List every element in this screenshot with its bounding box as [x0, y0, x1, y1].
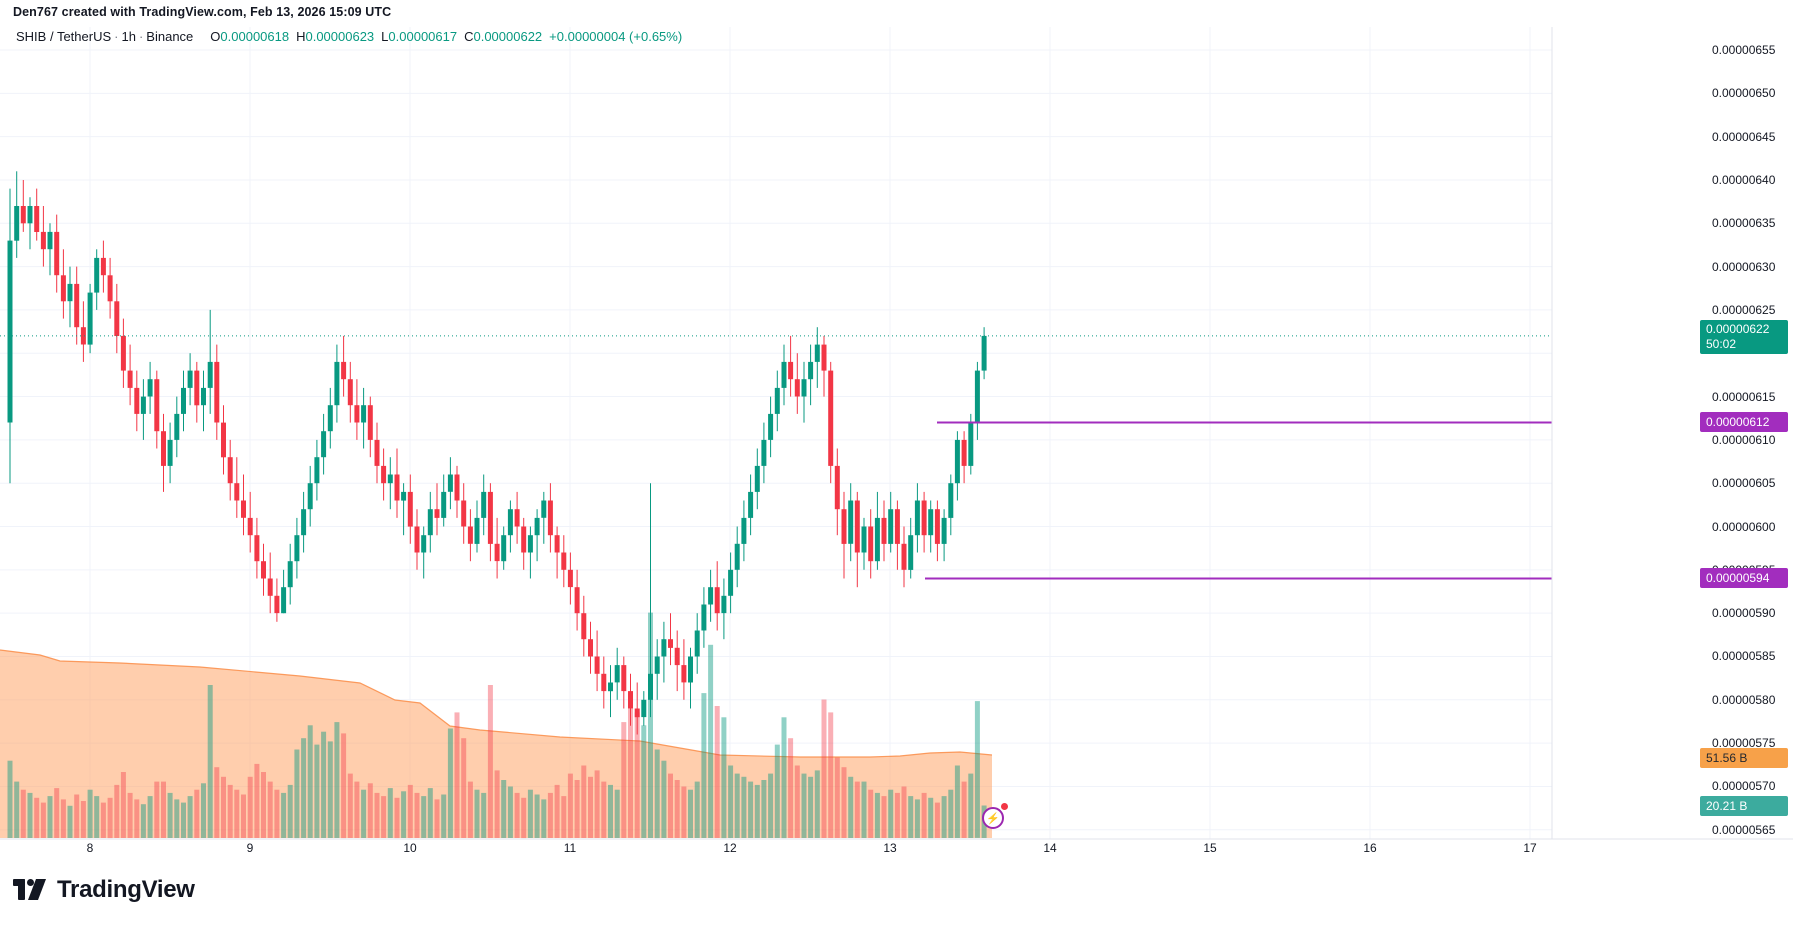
symbol-legend[interactable]: SHIB / TetherUS · 1h · Binance O0.00000618 H0.…: [16, 29, 682, 44]
price-axis-label: 0.00000610: [1712, 432, 1776, 447]
high-label: H: [296, 29, 306, 44]
lower-level-tag: 0.00000594: [1700, 568, 1788, 588]
separator-dot: ·: [114, 29, 119, 44]
price-axis-label: 0.00000640: [1712, 172, 1776, 187]
time-axis-label: 15: [1203, 841, 1217, 855]
open-value: 0.00000618: [220, 29, 290, 44]
low-label: L: [381, 29, 389, 44]
tradingview-logo-glyph: [13, 879, 46, 900]
upper-level-tag: 0.00000612: [1700, 412, 1788, 432]
tradingview-wordmark: TradingView: [57, 876, 195, 903]
change-value: +0.00000004 (+0.65%): [549, 29, 683, 44]
ohlc-readout: O0.00000618 H0.00000623 L0.00000617 C0.0000…: [203, 29, 682, 44]
price-axis-label: 0.00000615: [1712, 389, 1776, 404]
time-axis-label: 17: [1523, 841, 1537, 855]
last-price-value: 0.00000622: [1706, 322, 1770, 336]
price-axis-label: 0.00000635: [1712, 216, 1776, 231]
close-label: C: [464, 29, 474, 44]
symbol-name[interactable]: SHIB / TetherUS: [16, 29, 112, 44]
price-axis-label: 0.00000570: [1712, 779, 1776, 794]
price-axis-label: 0.00000625: [1712, 302, 1776, 317]
time-axis-label: 9: [246, 841, 254, 855]
notification-dot: [1001, 803, 1008, 810]
time-axis-label: 8: [86, 841, 94, 855]
volume-bar-value: 20.21 B: [1706, 798, 1748, 813]
price-axis-label: 0.00000590: [1712, 606, 1776, 621]
price-axis-label: 0.00000605: [1712, 476, 1776, 491]
tradingview-logo[interactable]: TradingView: [13, 876, 195, 904]
lower-level-value: 0.00000594: [1706, 570, 1770, 585]
exchange-label: Binance: [146, 29, 194, 44]
volume-ma-tag: 51.56 B: [1700, 748, 1788, 768]
bar-countdown: 50:02: [1706, 337, 1737, 351]
time-axis-label: 12: [723, 841, 737, 855]
price-axis-label: 0.00000630: [1712, 259, 1776, 274]
price-axis-label: 0.00000650: [1712, 86, 1776, 101]
price-axis-label: 0.00000645: [1712, 129, 1776, 144]
time-axis-label: 16: [1363, 841, 1377, 855]
attribution-text: Den767 created with TradingView.com, Feb…: [13, 5, 392, 19]
time-axis-label: 11: [563, 841, 577, 855]
open-label: O: [210, 29, 221, 44]
interval-label[interactable]: 1h: [121, 29, 136, 44]
high-value: 0.00000623: [305, 29, 375, 44]
close-value: 0.00000622: [473, 29, 543, 44]
separator-dot: ·: [138, 29, 144, 44]
price-axis-label: 0.00000600: [1712, 519, 1776, 534]
price-axis-label: 0.00000565: [1712, 822, 1776, 837]
time-axis-label: 14: [1043, 841, 1057, 855]
price-axis-label: 0.00000580: [1712, 692, 1776, 707]
time-axis-label: 13: [883, 841, 897, 855]
low-value: 0.00000617: [388, 29, 458, 44]
price-axis-label: 0.00000655: [1712, 43, 1776, 57]
volume-ma-value: 51.56 B: [1706, 750, 1748, 765]
upper-level-value: 0.00000612: [1706, 414, 1770, 429]
last-price-tag: 0.00000622 50:02: [1700, 320, 1788, 354]
time-axis-label: 10: [403, 841, 417, 855]
lightning-bolt-glyph: ⚡: [986, 812, 1000, 825]
lightning-reaction-icon[interactable]: ⚡: [982, 807, 1004, 829]
volume-bar-tag: 20.21 B: [1700, 796, 1788, 816]
price-axis-label: 0.00000585: [1712, 649, 1776, 664]
price-axis-label: 0.00000575: [1712, 736, 1776, 751]
